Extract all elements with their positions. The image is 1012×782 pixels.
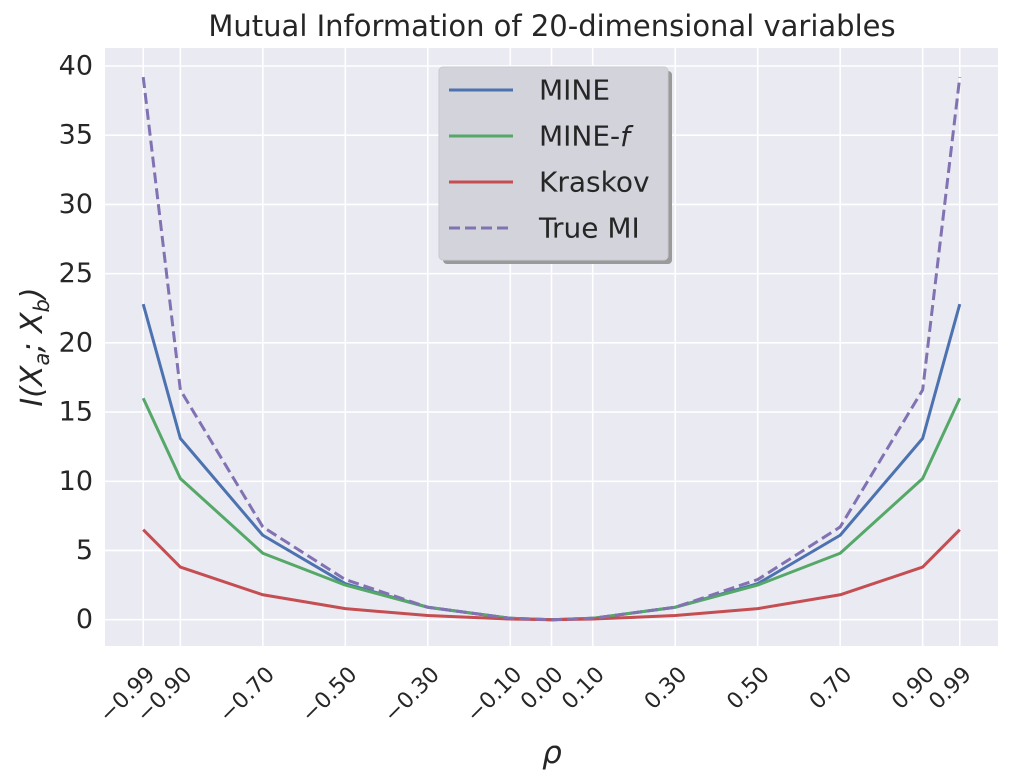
legend-label-mine: MINE (539, 74, 610, 107)
y-label-sub-b: b (30, 299, 54, 312)
legend-box (438, 66, 669, 261)
y-axis-label: I(Xa; Xb) (15, 287, 54, 406)
y-tick-label: 0 (76, 604, 93, 635)
legend-label-kraskov: Kraskov (539, 166, 650, 199)
y-label-base: I(X (15, 364, 50, 407)
series-line-true-mi (141, 76, 962, 622)
legend-label-true-mi: True MI (538, 212, 640, 245)
chart-title: Mutual Information of 20-dimensional var… (208, 9, 895, 43)
y-tick-label: 15 (59, 397, 93, 428)
y-tick-label: 10 (59, 466, 93, 497)
legend-label-mine-f: MINE-f (539, 120, 634, 153)
y-tick-label: 20 (59, 327, 93, 358)
series-lines (141, 76, 962, 622)
y-label-close: ) (15, 287, 50, 301)
y-tick-label: 40 (59, 50, 93, 81)
y-tick-labels: 0 5 10 15 20 25 30 35 40 (59, 50, 93, 635)
y-tick-label: 35 (59, 120, 93, 151)
y-label-sub-a: a (30, 353, 54, 366)
y-tick-label: 25 (59, 258, 93, 289)
y-tick-label: 5 (76, 535, 93, 566)
y-tick-label: 30 (59, 189, 93, 220)
legend-items: MINE MINE-f Kraskov True MI (449, 74, 650, 245)
legend: MINE MINE-f Kraskov True MI (438, 66, 672, 264)
x-axis-label: ρ (542, 735, 562, 771)
y-label-sep: ; X (15, 311, 50, 353)
